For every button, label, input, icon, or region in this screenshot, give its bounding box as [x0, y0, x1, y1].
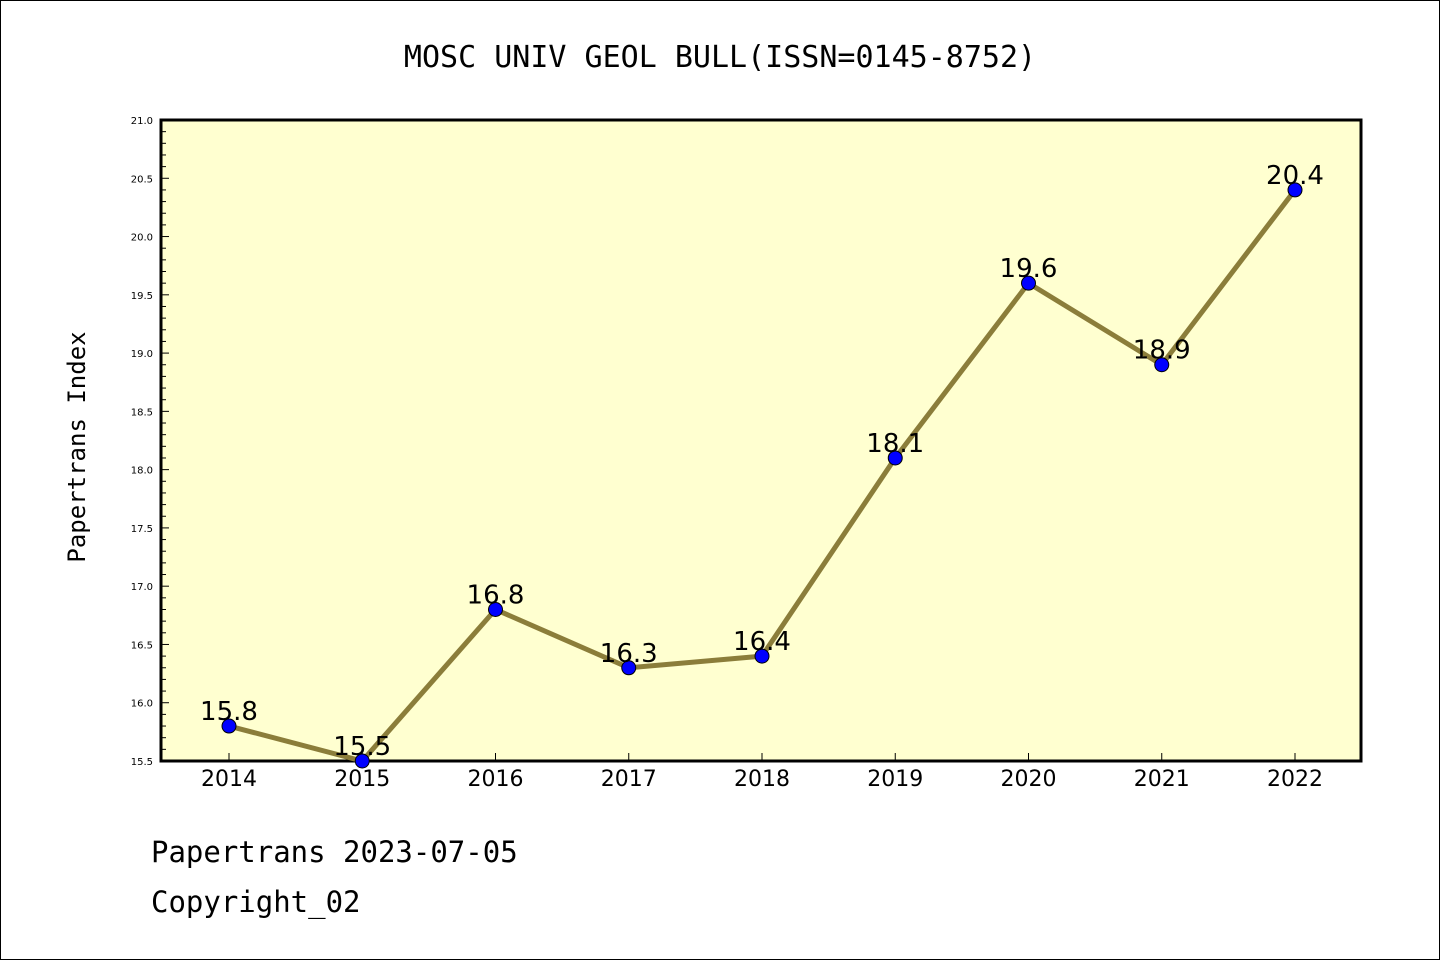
data-label: 20.4: [1266, 161, 1324, 191]
x-tick-label: 2019: [867, 767, 923, 792]
y-tick-label: 16.5: [131, 640, 153, 651]
x-tick-label: 2015: [334, 767, 390, 792]
data-point: [1154, 357, 1170, 373]
plot-area: [159, 118, 1363, 763]
data-point: [887, 450, 903, 466]
chart-title: MOSC UNIV GEOL BULL(ISSN=0145-8752): [404, 40, 1036, 75]
data-point: [754, 648, 770, 664]
footer-date: Papertrans 2023-07-05: [151, 835, 518, 869]
data-point: [621, 660, 637, 676]
y-tick-label: 19.5: [131, 291, 153, 302]
x-axis-ticks: 2014 2015 2016 2017 2018 2019 2020 2021 2022: [201, 753, 1323, 792]
y-tick-label: 18.5: [131, 407, 153, 418]
footer-copyright: Copyright_02: [151, 885, 361, 919]
y-axis-label: Papertrans Index: [63, 331, 91, 562]
series-layer: 15.8 15.5 16.8 16.3 16.4 18.1 19.6 18.9 20.4: [200, 161, 1324, 769]
y-tick-label: 19.0: [131, 349, 153, 360]
y-axis-ticks: 15.5 16.0 16.5 17.0 17.5 18.0 18.5 19.0 19.5 20.0…: [131, 116, 169, 768]
x-tick-label: 2017: [601, 767, 657, 792]
x-tick-label: 2016: [468, 767, 524, 792]
data-label: 15.5: [333, 732, 391, 762]
y-tick-label: 21.0: [131, 116, 153, 127]
data-label: 16.3: [600, 639, 658, 669]
data-label: 18.9: [1133, 336, 1191, 366]
data-label: 16.4: [733, 627, 791, 657]
x-tick-label: 2022: [1267, 767, 1323, 792]
data-label: 15.8: [200, 697, 258, 727]
data-point: [488, 601, 503, 617]
y-tick-label: 20.0: [131, 233, 153, 244]
data-point: [354, 753, 370, 769]
y-tick-label: 20.5: [131, 174, 153, 185]
x-tick-label: 2020: [1001, 767, 1057, 792]
y-tick-label: 16.0: [131, 699, 153, 710]
x-tick-label: 2021: [1134, 767, 1190, 792]
data-label: 19.6: [1000, 254, 1058, 284]
data-point: [1021, 275, 1036, 291]
y-tick-label: 17.0: [131, 582, 153, 593]
y-tick-label: 18.0: [131, 466, 153, 477]
data-point: [1287, 182, 1303, 198]
y-tick-label: 17.5: [131, 524, 153, 535]
y-tick-label: 15.5: [131, 757, 153, 768]
x-tick-label: 2018: [734, 767, 790, 792]
data-label: 16.8: [467, 580, 525, 610]
data-point: [221, 718, 237, 734]
data-label: 18.1: [866, 429, 924, 459]
x-tick-label: 2014: [201, 767, 257, 792]
